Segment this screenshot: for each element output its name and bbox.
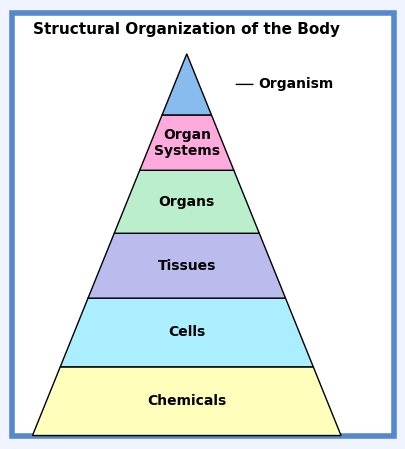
Polygon shape (88, 233, 285, 298)
Polygon shape (60, 298, 313, 367)
Text: Tissues: Tissues (157, 259, 215, 273)
Text: Structural Organization of the Body: Structural Organization of the Body (33, 22, 339, 37)
Polygon shape (32, 367, 340, 436)
Text: Organism: Organism (257, 77, 332, 92)
Text: Chemicals: Chemicals (147, 394, 226, 408)
Text: Cells: Cells (168, 326, 205, 339)
Polygon shape (139, 115, 233, 170)
Polygon shape (114, 170, 259, 233)
Polygon shape (162, 54, 211, 115)
Text: Organ
Systems: Organ Systems (153, 128, 219, 158)
Text: Organs: Organs (158, 195, 214, 209)
